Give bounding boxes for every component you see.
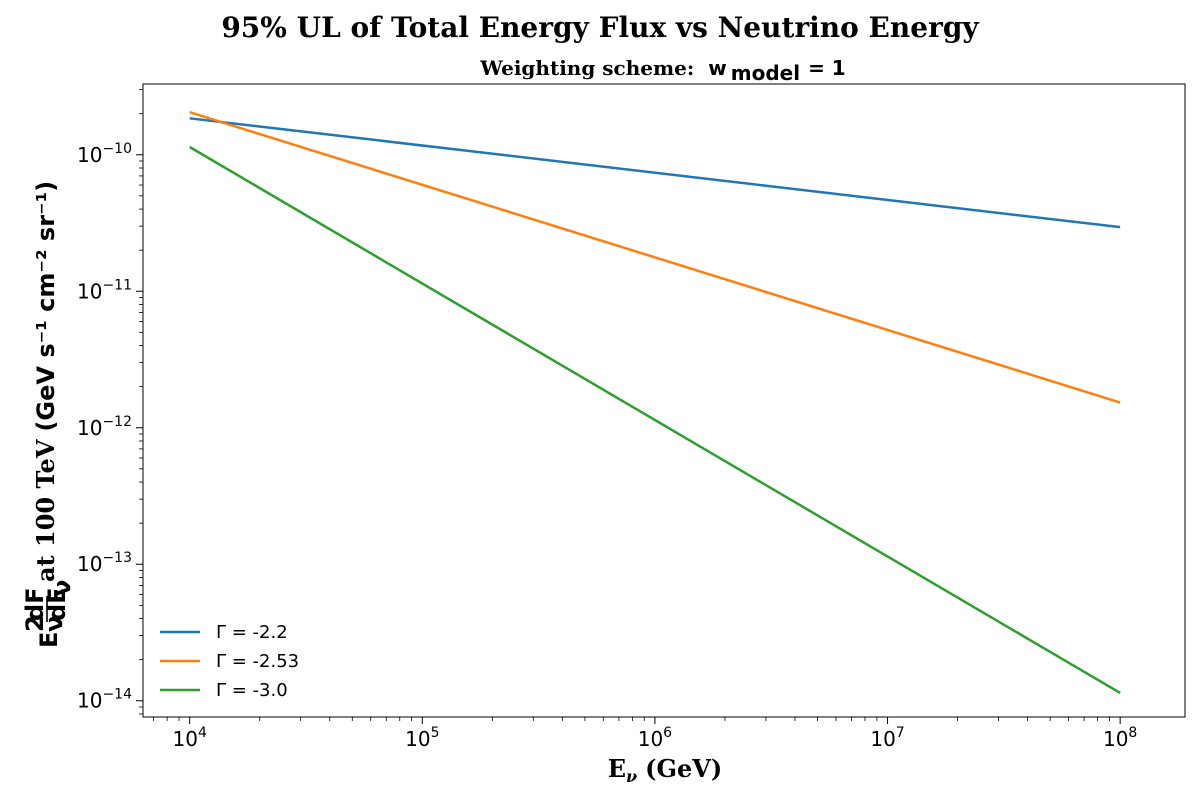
chart-subtitle: Weighting scheme: w model = 1 bbox=[479, 56, 845, 85]
y-label-numerator: dF bbox=[21, 587, 49, 621]
y-label-denominator-subscript: ν bbox=[48, 580, 76, 596]
legend-label: Γ = -2.53 bbox=[216, 651, 299, 672]
y-label-base: E bbox=[35, 632, 63, 648]
series-line-3 bbox=[189, 145, 1121, 695]
major-y-ticks bbox=[136, 154, 143, 702]
x-tick-label: 106 bbox=[638, 725, 672, 751]
x-tick-label: 107 bbox=[870, 725, 904, 751]
x-tick-label: 105 bbox=[405, 725, 439, 751]
legend-label: Γ = -3.0 bbox=[216, 680, 288, 701]
subtitle-symbol: w bbox=[708, 56, 726, 80]
legend-label: Γ = -2.2 bbox=[216, 622, 288, 643]
y-tick-label: 10−12 bbox=[77, 414, 132, 440]
subtitle-prefix: Weighting scheme: bbox=[479, 56, 694, 80]
y-tick-labels: 10−14 10−13 10−12 10−11 10−10 bbox=[77, 141, 132, 713]
y-tick-label: 10−13 bbox=[77, 550, 132, 576]
subtitle-subscript: model bbox=[731, 61, 800, 85]
y-tick-label: 10−14 bbox=[77, 687, 132, 713]
x-tick-label: 104 bbox=[172, 725, 206, 751]
y-tick-label: 10−11 bbox=[77, 277, 132, 303]
legend-item: Γ = -2.53 bbox=[160, 651, 299, 672]
plot-frame bbox=[142, 83, 1186, 718]
y-label-denominator: dE bbox=[43, 587, 71, 621]
y-label-superscript: 2 bbox=[21, 615, 49, 632]
major-x-ticks bbox=[189, 717, 1121, 724]
series-line-2 bbox=[189, 111, 1121, 404]
legend-item: Γ = -2.2 bbox=[160, 622, 288, 643]
minor-x-ticks bbox=[153, 717, 1110, 721]
y-axis-label-fraction: E 2 ν dF dE ν bbox=[21, 580, 76, 648]
legend-item: Γ = -3.0 bbox=[160, 680, 288, 701]
minor-y-ticks bbox=[139, 89, 143, 715]
series-line-1 bbox=[189, 117, 1121, 229]
y-axis-label: E 2 ν dF dE ν at 100 TeV(GeV s⁻¹ cm⁻² sr… bbox=[21, 181, 76, 648]
x-axis-label: Eν (GeV) bbox=[608, 754, 723, 786]
subtitle-equals: = 1 bbox=[808, 56, 846, 80]
x-tick-label: 108 bbox=[1103, 725, 1137, 751]
legend: Γ = -2.2 Γ = -2.53 Γ = -3.0 bbox=[160, 622, 299, 701]
y-axis-label-rest: at 100 TeV(GeV s⁻¹ cm⁻² sr⁻¹) bbox=[31, 181, 60, 582]
x-tick-labels: 104 105 106 107 108 bbox=[172, 725, 1137, 751]
plot-area bbox=[136, 83, 1186, 724]
chart-title: 95% UL of Total Energy Flux vs Neutrino … bbox=[221, 11, 979, 44]
y-tick-label: 10−10 bbox=[77, 141, 132, 167]
series-lines bbox=[189, 111, 1121, 695]
